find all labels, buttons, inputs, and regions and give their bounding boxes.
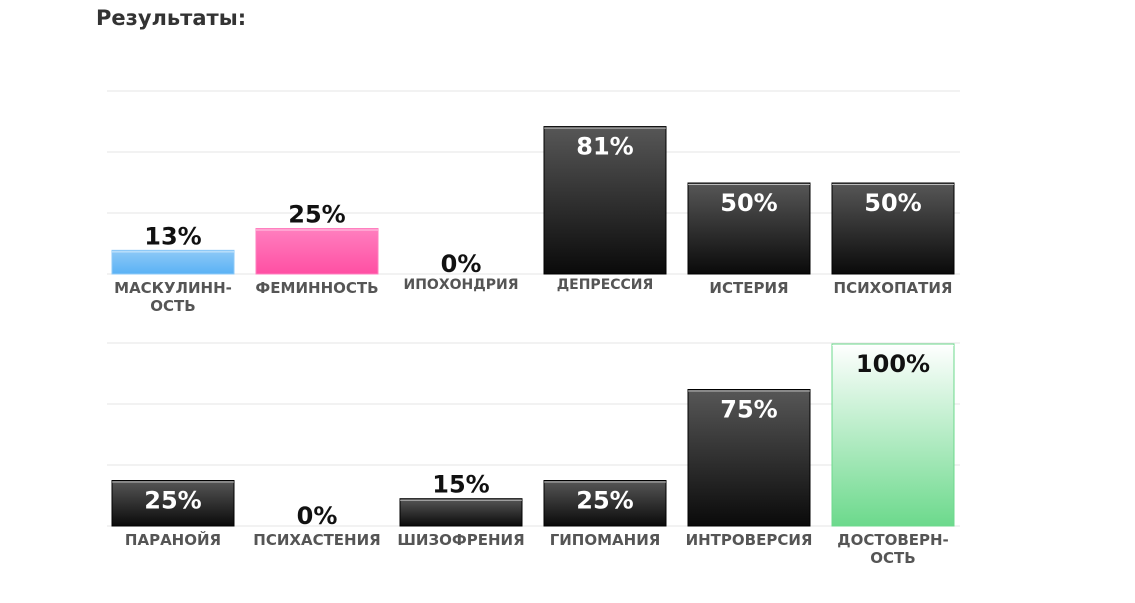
bar-value-label: 50% [720,189,777,217]
category-label: ОСТЬ [870,549,915,567]
bar [831,343,955,527]
category-label: МАСКУЛИНН- [114,279,232,297]
bar [111,249,235,275]
category-label: ИСТЕРИЯ [709,279,788,297]
bar [255,228,379,275]
bar-value-label: 75% [720,396,777,424]
bar-value-label: 25% [576,487,633,515]
category-label: ПСИХОПАТИЯ [834,279,953,297]
bar [543,480,667,527]
bar [687,389,811,527]
category-label: ИПОХОНДРИЯ [404,277,519,293]
page-title: Результаты: [96,6,247,30]
chart-top-svg: 13% МАСКУЛИНН-ОСТЬ 25% ФЕМИННОСТЬ 0%ИПОХОНДР… [107,90,960,315]
results-chart-top: 13% МАСКУЛИНН- ОСТЬ 25% ФЕМИННОСТЬ 0% ИПОХОНДР… [0,62,1135,322]
bar-value-label: 15% [432,471,489,499]
bar-value-label: 25% [144,487,201,515]
bar-value-label: 13% [144,222,201,250]
bar-value-label: 81% [576,133,633,161]
bar [831,182,955,275]
bar [687,182,811,275]
category-label: ПСИХАСТЕНИЯ [253,531,380,549]
category-label: ГИПОМАНИЯ [550,531,661,549]
category-label: ФЕМИННОСТЬ [255,279,378,297]
category-label: ДОСТОВЕРН- [837,531,949,549]
bar-value-label: 100% [856,350,930,378]
bar-value-label: 25% [288,201,345,229]
bar-value-label: 0% [297,502,338,530]
bar-value-label: 0% [441,250,482,278]
category-label: ШИЗОФРЕНИЯ [397,531,524,549]
category-label: ИНТРОВЕРСИЯ [686,531,813,549]
bar [399,498,523,527]
results-chart-bottom: 25% ПАРАНОЙЯ 0% ПСИХАСТЕНИЯ 15% ШИЗОФРЕНИЯ 25%… [0,314,1135,574]
bar [543,126,667,275]
chart-bottom-svg: 25% ПАРАНОЙЯ 0%ПСИХАСТЕНИЯ 15% ШИЗОФРЕНИЯ 25%… [107,342,960,567]
bar [111,480,235,527]
bar-value-label: 50% [864,189,921,217]
category-label: ПАРАНОЙЯ [125,530,221,549]
category-label: ОСТЬ [150,297,195,315]
category-label: ДЕПРЕССИЯ [557,277,654,293]
